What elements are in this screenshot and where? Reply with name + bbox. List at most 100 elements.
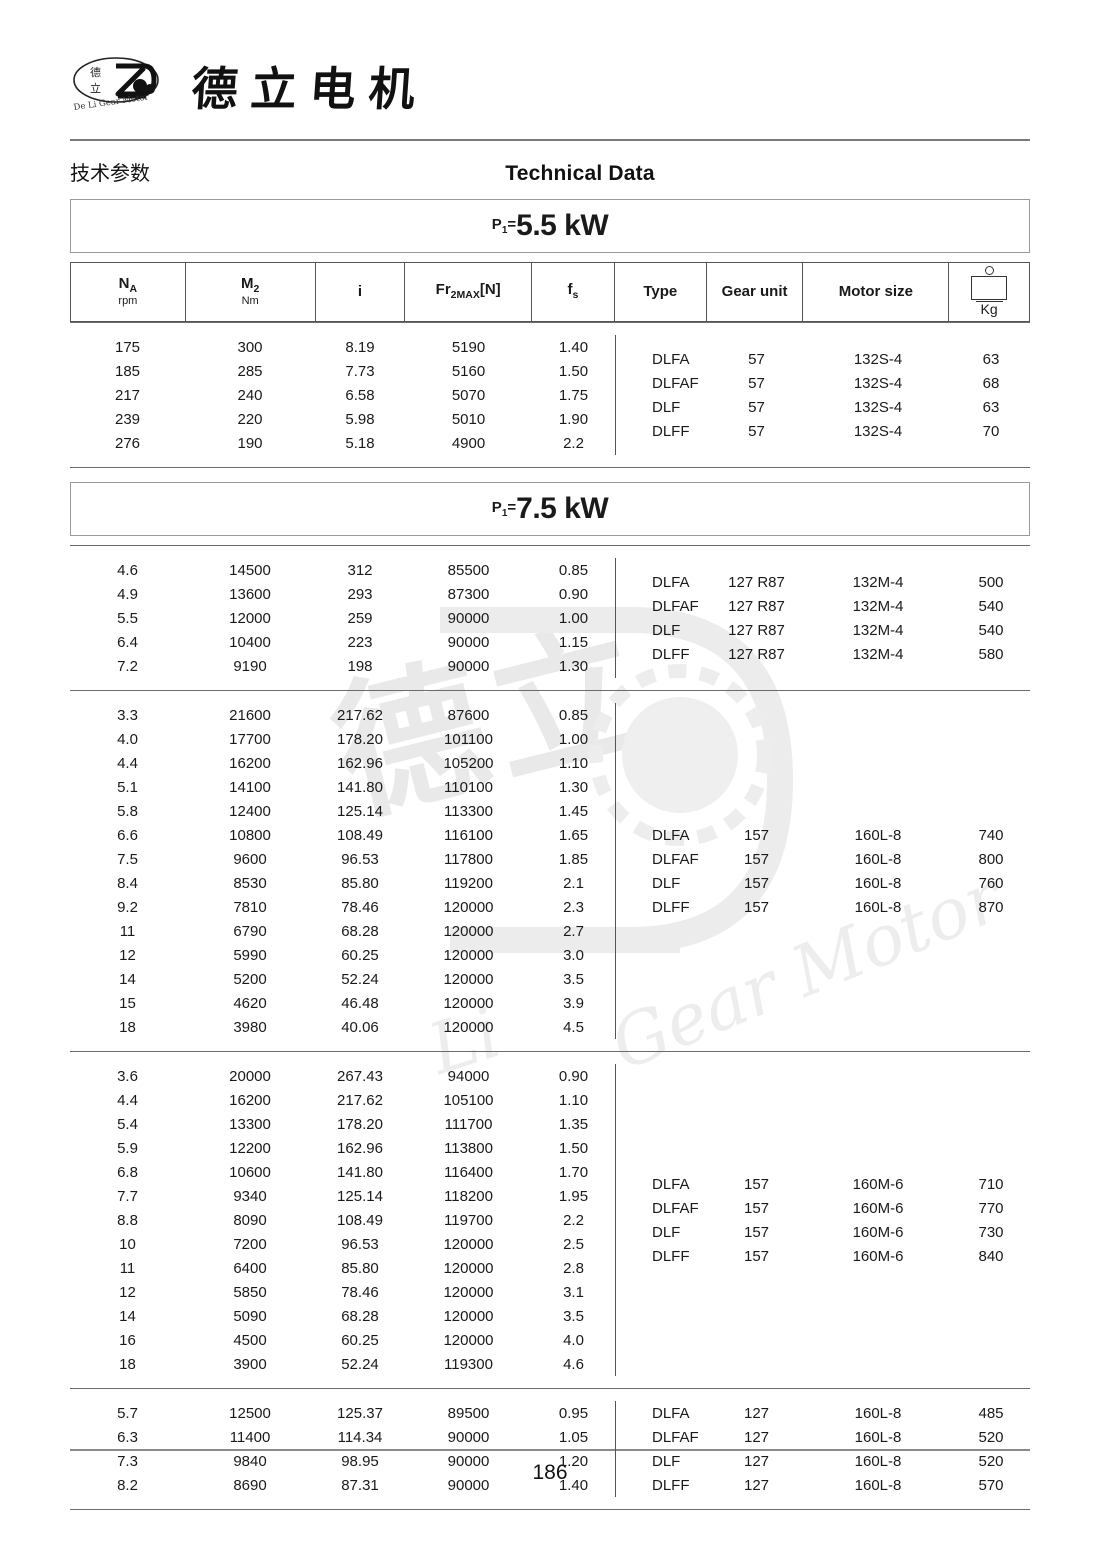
cell-m2: 5090 bbox=[233, 1307, 267, 1325]
cell-m2: 17700 bbox=[229, 730, 271, 748]
cell-type: DLFF bbox=[652, 1247, 690, 1265]
variant-rows: DLFA 127 160L-8 485 DLFAF 127 160L-8 520 DLF 127 1… bbox=[616, 1389, 1031, 1509]
cell-type: DLF bbox=[652, 621, 681, 639]
cell-fs: 1.50 bbox=[558, 1139, 589, 1157]
cell-i: 293 bbox=[347, 585, 373, 603]
cell-fs: 3.5 bbox=[563, 970, 584, 988]
cell-motor-size: 160L-8 bbox=[854, 1428, 902, 1446]
cell-gear-unit: 127 R87 bbox=[728, 573, 785, 591]
cell-gear-unit: 127 bbox=[743, 1404, 770, 1422]
cell-weight: 540 bbox=[978, 621, 1004, 639]
col-header-m2: M2 Nm bbox=[186, 263, 316, 321]
cell-fr2max: 119300 bbox=[444, 1355, 493, 1373]
table-row: 11 6400 85.80 120000 2.8 bbox=[70, 1256, 615, 1280]
cell-fs: 0.95 bbox=[558, 1404, 589, 1422]
cell-type: DLF bbox=[652, 1223, 681, 1241]
cell-fs: 1.65 bbox=[558, 826, 589, 844]
cell-fr2max: 120000 bbox=[443, 946, 494, 964]
cell-fs: 4.0 bbox=[563, 1331, 584, 1349]
data-block: 5.7 12500 125.37 89500 0.95 6.3 11400 114.34 900… bbox=[70, 1389, 1030, 1510]
variant-row: DLFAF 157 160L-8 800 bbox=[616, 847, 1031, 871]
cell-na: 5.9 bbox=[117, 1139, 138, 1157]
cell-m2: 220 bbox=[237, 410, 263, 428]
table-row: 16 4500 60.25 120000 4.0 bbox=[70, 1328, 615, 1352]
cell-fs: 2.2 bbox=[563, 1211, 584, 1229]
cell-i: 96.53 bbox=[341, 1235, 379, 1253]
cell-na: 217 bbox=[114, 386, 141, 404]
variant-row: DLF 127 160L-8 520 bbox=[616, 1449, 1031, 1473]
cell-fs: 0.90 bbox=[558, 1067, 589, 1085]
company-logo-icon: 德 立 De Li Gear Motor bbox=[70, 50, 170, 122]
cell-fr2max: 110100 bbox=[444, 778, 493, 796]
cell-i: 68.28 bbox=[341, 1307, 379, 1325]
table-row: 5.8 12400 125.14 113300 1.45 bbox=[70, 799, 615, 823]
cell-weight: 63 bbox=[982, 398, 1000, 416]
cell-m2: 5200 bbox=[233, 970, 267, 988]
cell-na: 3.3 bbox=[117, 706, 138, 724]
variant-row: DLFAF 57 132S-4 68 bbox=[616, 371, 1031, 395]
cell-m2: 12000 bbox=[229, 609, 271, 627]
power-symbol: P1= bbox=[491, 216, 517, 236]
cell-fr2max: 116400 bbox=[444, 1163, 493, 1181]
cell-fr2max: 120000 bbox=[443, 1331, 494, 1349]
cell-gear-unit: 57 bbox=[748, 422, 765, 440]
masthead: 德 立 De Li Gear Motor 德立电机 bbox=[70, 0, 1030, 133]
cell-m2: 12500 bbox=[229, 1404, 271, 1422]
cell-weight: 770 bbox=[978, 1199, 1004, 1217]
cell-fr2max: 90000 bbox=[447, 657, 490, 675]
cell-fs: 1.75 bbox=[558, 386, 589, 404]
table-row: 8.4 8530 85.80 119200 2.1 bbox=[70, 871, 615, 895]
cell-na: 14 bbox=[119, 1307, 136, 1325]
cell-fs: 0.85 bbox=[558, 706, 589, 724]
cell-fs: 2.5 bbox=[563, 1235, 584, 1253]
masthead-divider bbox=[70, 139, 1030, 141]
performance-rows: 3.3 21600 217.62 87600 0.85 4.0 17700 178.20 101… bbox=[70, 691, 615, 1051]
cell-na: 7.7 bbox=[117, 1187, 138, 1205]
cell-fs: 2.8 bbox=[563, 1259, 584, 1277]
cell-weight: 740 bbox=[978, 826, 1004, 844]
cell-m2: 3900 bbox=[233, 1355, 267, 1373]
cell-i: 114.34 bbox=[337, 1428, 383, 1446]
cell-type: DLF bbox=[652, 398, 681, 416]
cell-motor-size: 132S-4 bbox=[853, 422, 903, 440]
cell-fr2max: 5070 bbox=[451, 386, 486, 404]
cell-i: 108.49 bbox=[337, 826, 383, 844]
cell-type: DLFAF bbox=[652, 850, 699, 868]
cell-na: 5.7 bbox=[117, 1404, 138, 1422]
cell-fs: 1.30 bbox=[558, 778, 589, 796]
cell-fr2max: 120000 bbox=[443, 994, 494, 1012]
col-header-weight: Kg bbox=[949, 263, 1029, 321]
cell-i: 5.98 bbox=[345, 410, 375, 428]
cell-type: DLFA bbox=[652, 826, 690, 844]
table-row: 185 285 7.73 5160 1.50 bbox=[70, 359, 615, 383]
variant-row: DLFA 127 160L-8 485 bbox=[616, 1401, 1031, 1425]
cell-m2: 8530 bbox=[233, 874, 267, 892]
cell-na: 3.6 bbox=[117, 1067, 138, 1085]
brand-name-cjk: 德立电机 bbox=[189, 61, 430, 116]
table-row: 5.5 12000 259 90000 1.00 bbox=[70, 606, 615, 630]
cell-fr2max: 90000 bbox=[447, 1428, 490, 1446]
cell-type: DLF bbox=[652, 874, 681, 892]
cell-weight: 500 bbox=[978, 573, 1004, 591]
cell-na: 4.6 bbox=[117, 561, 138, 579]
cell-i: 162.96 bbox=[337, 1139, 383, 1157]
cell-fs: 3.9 bbox=[563, 994, 584, 1012]
table-row: 4.9 13600 293 87300 0.90 bbox=[70, 582, 615, 606]
cell-i: 162.96 bbox=[337, 754, 383, 772]
cell-m2: 14500 bbox=[229, 561, 271, 579]
cell-m2: 13600 bbox=[229, 585, 271, 603]
cell-m2: 8690 bbox=[233, 1476, 267, 1494]
cell-na: 5.4 bbox=[117, 1115, 138, 1133]
table-row: 15 4620 46.48 120000 3.9 bbox=[70, 991, 615, 1015]
cell-fr2max: 90000 bbox=[447, 1452, 490, 1470]
table-row: 4.0 17700 178.20 101100 1.00 bbox=[70, 727, 615, 751]
variant-rows: DLFA 127 R87 132M-4 500 DLFAF 127 R87 132M-4 54… bbox=[616, 546, 1031, 690]
cell-gear-unit: 157 bbox=[743, 850, 770, 868]
cell-i: 98.95 bbox=[341, 1452, 379, 1470]
data-block: 4.6 14500 312 85500 0.85 4.9 13600 293 87300 0.90… bbox=[70, 545, 1030, 691]
cell-fs: 1.00 bbox=[558, 609, 589, 627]
cell-i: 141.80 bbox=[337, 778, 383, 796]
cell-fr2max: 120000 bbox=[443, 1283, 494, 1301]
cell-m2: 5850 bbox=[233, 1283, 267, 1301]
technical-data-table: 175 300 8.19 5190 1.40 185 285 7.73 5160 1.50 217 2… bbox=[70, 322, 1030, 1510]
